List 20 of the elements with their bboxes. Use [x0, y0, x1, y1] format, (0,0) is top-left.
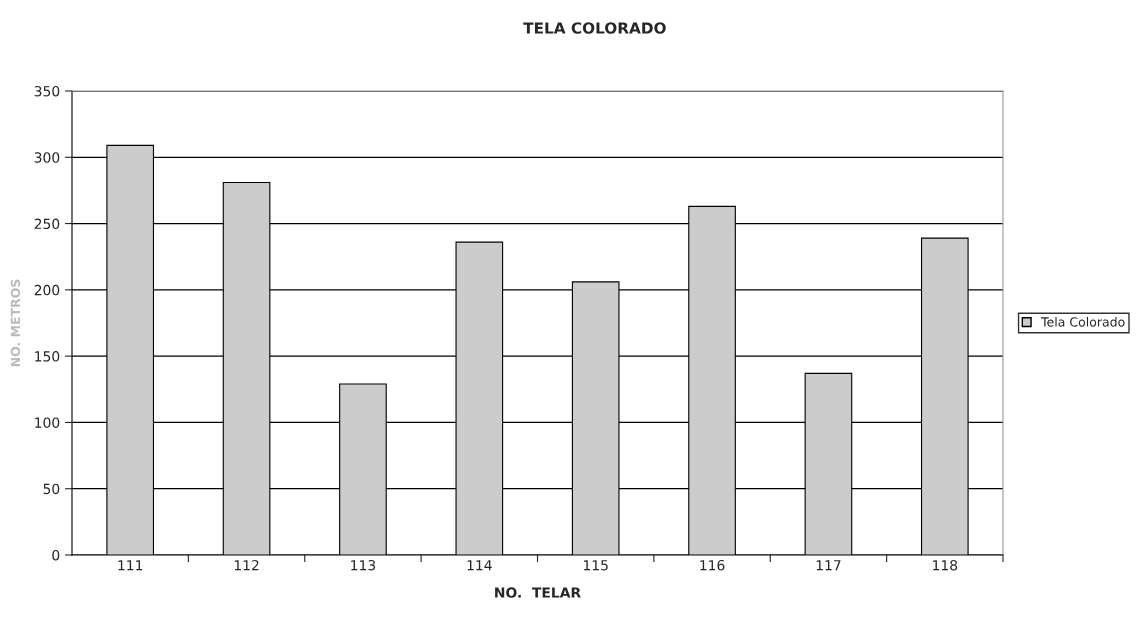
x-axis-title: NO. TELAR	[495, 587, 581, 598]
x-tick-label: 117	[816, 560, 841, 571]
x-tick-label: 112	[234, 559, 259, 571]
y-tick-label: 250	[34, 218, 60, 230]
x-tick-label: 115	[583, 560, 608, 571]
y-axis-title: NO. METROS	[10, 279, 21, 367]
chart-title: TELA COLORADO	[523, 22, 666, 34]
x-tick-label: 113	[351, 559, 376, 571]
x-tick-label: 118	[933, 559, 958, 571]
y-tick-label: 50	[43, 483, 60, 495]
y-tick-label: 350	[34, 85, 60, 97]
x-tick-label: 114	[467, 560, 492, 571]
y-tick-label: 300	[34, 152, 60, 163]
x-tick-label: 116	[700, 559, 725, 571]
y-tick-label: 0	[52, 549, 60, 561]
y-tick-label: 150	[35, 351, 60, 362]
legend-label: Tela Colorado	[1041, 316, 1125, 327]
x-tick-label: 111	[118, 560, 143, 571]
y-tick-label: 100	[35, 417, 60, 428]
y-tick-label: 200	[34, 284, 60, 296]
